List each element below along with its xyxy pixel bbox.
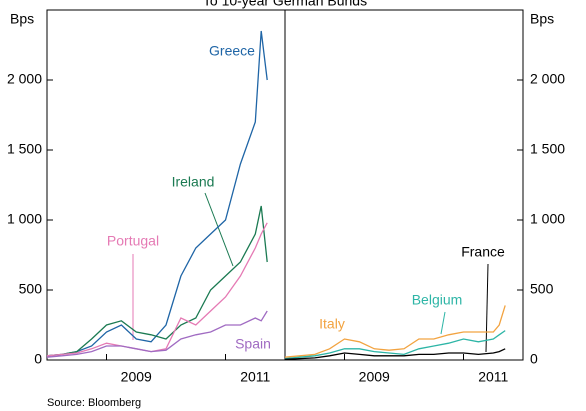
series-label: Ireland [172,174,215,190]
y-tick-label: 0 [34,351,42,367]
line-series [46,30,268,357]
y-tick-label: 2 000 [7,71,42,87]
series-label: Spain [235,336,271,352]
y-tick-label: 1 500 [7,141,42,157]
arrow [204,192,234,267]
series-label: Belgium [412,292,463,308]
x-tick-label: 2009 [121,369,152,385]
line-series [284,348,506,360]
chart-title: To 10-year German Bunds [203,0,367,9]
y-axis-label: Bps [10,11,34,27]
series-label: France [461,244,505,260]
y-tick-label: 500 [19,281,43,297]
y-tick-label: 0 [530,351,538,367]
x-tick-label: 2011 [478,369,508,385]
x-tick-label: 2011 [240,369,270,385]
arrow [485,263,489,353]
y-tick-label: 1 000 [530,211,565,227]
y-tick-label: 1 000 [7,211,42,227]
y-tick-label: 1 500 [530,141,565,157]
line-series [284,330,506,360]
x-tick-label: 2009 [359,369,390,385]
series-label: Greece [209,43,255,59]
line-series [46,205,268,357]
y-tick-label: 2 000 [530,71,565,87]
y-tick-label: 500 [530,281,554,297]
line-series [46,222,268,357]
source: Source: Bloomberg [47,397,141,409]
arrow [440,311,446,335]
series-label: Italy [319,316,345,332]
line-series [284,305,506,358]
y-axis-label: Bps [530,11,554,27]
line-series [46,310,268,358]
series-label: Portugal [107,233,159,249]
